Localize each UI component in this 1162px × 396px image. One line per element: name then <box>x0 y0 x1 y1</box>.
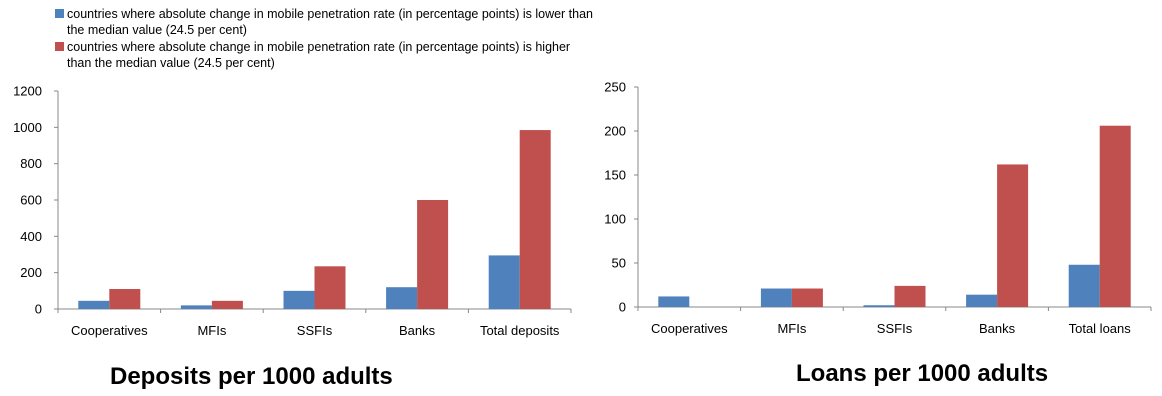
deposits-y-tick-label: 400 <box>20 229 42 244</box>
deposits-y-tick-label: 800 <box>20 156 42 171</box>
loans-bar-low <box>966 294 998 307</box>
loans-y-tick-label: 100 <box>604 212 626 227</box>
loans-chart-svg: 0 50 100 150 200 250 Cooperatives MFIs SSFIs Bank… <box>604 80 1152 336</box>
loans-category-label: MFIs <box>777 321 806 336</box>
loans-chart: 0 50 100 150 200 250 Cooperatives MFIs SSFIs Bank… <box>590 0 1162 396</box>
legend-label-low: countries where absolute change in mobil… <box>67 7 594 37</box>
deposits-y-tick-label: 200 <box>20 265 42 280</box>
loans-category-label: SSFIs <box>877 321 913 336</box>
deposits-category-label: Cooperatives <box>71 323 148 338</box>
deposits-bar-high <box>211 300 243 309</box>
deposits-bar-low <box>386 287 418 309</box>
legend-item-low: countries where absolute change in mobil… <box>55 6 595 38</box>
legend-label-high: countries where absolute change in mobil… <box>67 40 571 70</box>
deposits-bar-low <box>180 305 212 309</box>
loans-bar-low <box>658 296 690 307</box>
deposits-bar-high <box>109 289 141 309</box>
deposits-category-label: Banks <box>399 323 436 338</box>
legend-item-high: countries where absolute change in mobil… <box>55 39 595 71</box>
deposits-y-tick-label: 600 <box>20 193 42 208</box>
loans-y-tick-label: 0 <box>619 300 626 315</box>
loans-category-label: Cooperatives <box>651 321 728 336</box>
loans-y-tick-label: 200 <box>604 124 626 139</box>
deposits-bar-high <box>417 200 449 309</box>
deposits-bar-low <box>78 300 110 309</box>
loans-bar-high <box>1099 125 1131 307</box>
loans-bar-high <box>791 288 823 307</box>
loans-y-tick-label: 250 <box>604 80 626 95</box>
deposits-bar-low <box>488 255 520 309</box>
deposits-category-label: SSFIs <box>297 323 333 338</box>
deposits-bar-high <box>314 266 346 309</box>
deposits-chart-title: Deposits per 1000 adults <box>110 363 393 390</box>
deposits-bar-high <box>519 130 551 309</box>
loans-chart-title: Loans per 1000 adults <box>796 360 1049 387</box>
deposits-bar-low <box>283 290 315 309</box>
deposits-y-tick-label: 1000 <box>13 120 42 135</box>
deposits-chart-svg: 0 200 400 600 800 1000 1200 Cooperatives MFIs SSF… <box>13 84 572 338</box>
deposits-chart: 0 200 400 600 800 1000 1200 Cooperatives MFIs SSF… <box>13 84 572 390</box>
loans-category-label: Banks <box>979 321 1016 336</box>
loans-y-tick-label: 50 <box>612 256 626 271</box>
loans-bar-low <box>863 305 895 307</box>
legend: countries where absolute change in mobil… <box>55 6 595 72</box>
legend-swatch-low <box>55 9 64 18</box>
deposits-category-label: Total deposits <box>480 323 560 338</box>
legend-swatch-high <box>55 42 64 51</box>
loans-bar-low <box>1068 264 1100 307</box>
loans-y-tick-label: 150 <box>604 168 626 183</box>
deposits-category-label: MFIs <box>197 323 226 338</box>
loans-bar-high <box>997 164 1029 307</box>
loans-category-label: Total loans <box>1069 321 1132 336</box>
deposits-y-tick-label: 0 <box>35 302 42 317</box>
loans-bar-high <box>894 285 926 307</box>
deposits-y-tick-label: 1200 <box>13 84 42 99</box>
loans-bar-low <box>760 288 792 307</box>
